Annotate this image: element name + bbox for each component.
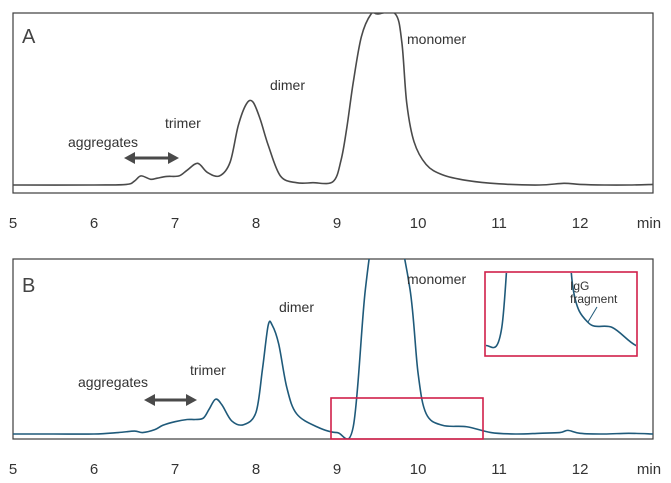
panel-a-tick-label: 12 [572, 215, 589, 232]
panel-b-inset-label-fragment: fragment [570, 292, 618, 306]
panel-a: A aggregates trimer dimer monomer [12, 12, 654, 194]
panel-b-inset-frame [484, 271, 638, 357]
panel-b-x-axis: 5 6 7 8 9 10 11 12 min [9, 461, 661, 478]
panel-a-tick-label: 5 [9, 215, 17, 232]
panel-a-label-dimer: dimer [270, 77, 305, 93]
panel-b-tick-label: 6 [90, 461, 98, 478]
panel-b-inset: IgG fragment [484, 271, 638, 357]
panel-a-tick-label: 6 [90, 215, 98, 232]
panel-a-frame [12, 12, 654, 194]
panel-b-trace [13, 259, 653, 439]
panel-a-axis-unit: min [637, 215, 661, 232]
panel-a-trace [13, 13, 653, 186]
panel-b-letter: B [22, 275, 35, 297]
panel-a-tick-label: 8 [252, 215, 260, 232]
panel-b-aggregates-arrow [144, 394, 197, 406]
panel-b-tick-label: 12 [572, 461, 589, 478]
panel-b-label-monomer: monomer [407, 271, 466, 287]
panel-a-label-monomer: monomer [407, 31, 466, 47]
panel-b-tick-label: 10 [410, 461, 427, 478]
panel-a-tick-label: 10 [410, 215, 427, 232]
panel-b-label-aggregates: aggregates [78, 374, 148, 390]
panel-b-inset-leader [587, 306, 598, 323]
panel-a-tick-label: 9 [333, 215, 341, 232]
panel-a-label-trimer: trimer [165, 115, 201, 131]
panel-a-x-axis: 5 6 7 8 9 10 11 12 min [9, 215, 661, 232]
panel-a-tick-label: 7 [171, 215, 179, 232]
panel-b-tick-label: 5 [9, 461, 17, 478]
panel-b-label-trimer: trimer [190, 362, 226, 378]
panel-b-zoom-region [330, 397, 484, 440]
panel-b-tick-label: 8 [252, 461, 260, 478]
panel-b-tick-label: 9 [333, 461, 341, 478]
panel-a-aggregates-arrow [124, 152, 179, 164]
panel-b-tick-label: 11 [491, 461, 507, 478]
panel-a-tick-label: 11 [491, 215, 507, 232]
panel-b: B aggregates trimer dimer monomer IgG fr… [12, 258, 654, 440]
panel-b-inset-trace [486, 273, 636, 349]
panel-b-axis-unit: min [637, 461, 661, 478]
panel-b-label-dimer: dimer [279, 299, 314, 315]
panel-a-letter: A [22, 26, 36, 48]
panel-b-inset-label-igg: IgG [570, 279, 589, 293]
panel-b-tick-label: 7 [171, 461, 179, 478]
panel-a-label-aggregates: aggregates [68, 134, 138, 150]
